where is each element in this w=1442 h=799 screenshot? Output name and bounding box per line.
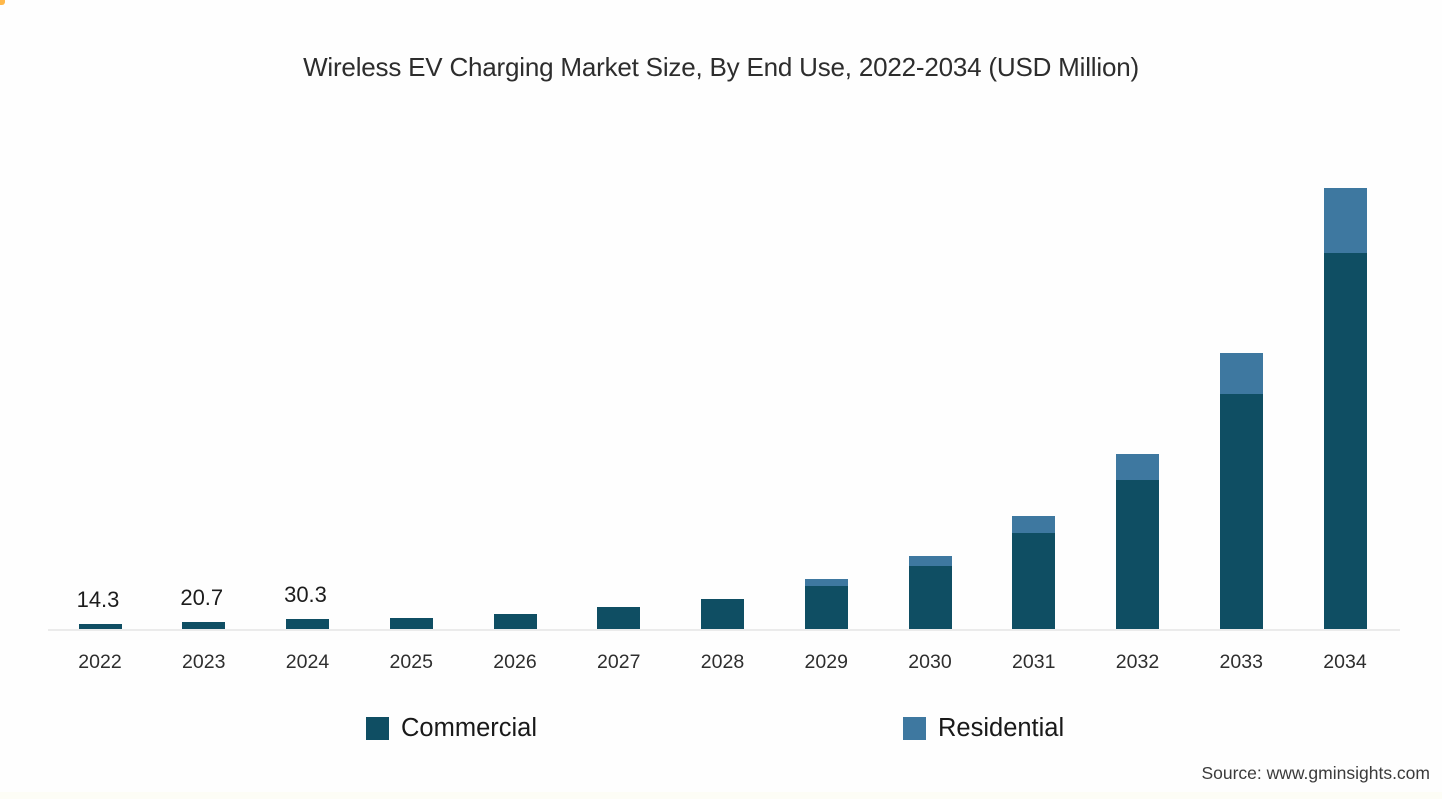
legend-label-residential: Residential (938, 713, 1065, 742)
x-tick-label-2024: 2024 (285, 651, 330, 673)
legend-item-residential: Residential (903, 711, 1064, 745)
bar-2028 (701, 599, 744, 629)
bar-2022 (78, 624, 122, 629)
x-axis-line (48, 629, 1400, 631)
chart-title: Wireless EV Charging Market Size, By End… (303, 52, 1139, 82)
bar-2031-residential-segment (1012, 516, 1056, 533)
bar-2024 (286, 619, 329, 629)
x-tick-label-2029: 2029 (804, 651, 848, 673)
bar-2028-commercial-segment (701, 599, 744, 629)
bar-2032-residential-segment (1116, 454, 1159, 480)
bar-2023 (182, 622, 226, 629)
bar-2030 (908, 556, 952, 629)
commercial-swatch-icon (366, 716, 389, 740)
residential-swatch-icon (903, 716, 926, 740)
bar-value-label-2022: 14.3 (76, 587, 120, 612)
x-tick-label-2031: 2031 (1012, 651, 1056, 673)
x-tick-label-2025: 2025 (389, 651, 433, 673)
legend-label-commercial: Commercial (401, 713, 538, 742)
bar-2029 (804, 579, 848, 629)
x-tick-label-2030: 2030 (908, 651, 952, 673)
bar-2027-commercial-segment (597, 607, 641, 629)
bar-2031-commercial-segment (1012, 533, 1056, 629)
bar-2034-commercial-segment (1323, 253, 1367, 629)
bar-2027 (597, 607, 641, 629)
bar-2029-residential-segment (804, 579, 848, 586)
bar-2031 (1012, 516, 1056, 629)
legend-item-commercial: Commercial (366, 711, 537, 745)
x-tick-label-2027: 2027 (597, 651, 641, 673)
bar-2025-commercial-segment (389, 618, 433, 629)
bar-2029-commercial-segment (804, 586, 848, 629)
x-tick-label-2028: 2028 (700, 651, 745, 673)
bar-2033 (1219, 353, 1263, 629)
x-tick-label-2033: 2033 (1219, 651, 1263, 673)
x-tick-label-2023: 2023 (182, 651, 226, 673)
bar-2032 (1116, 454, 1159, 629)
bar-2024-commercial-segment (286, 619, 329, 629)
x-tick-label-2022: 2022 (78, 651, 122, 673)
bar-value-label-2023: 20.7 (180, 585, 224, 610)
bar-2030-commercial-segment (908, 566, 952, 629)
bar-2033-commercial-segment (1219, 394, 1263, 629)
corner-accent-dot (0, 0, 5, 5)
bar-2030-residential-segment (908, 556, 952, 566)
bar-2032-commercial-segment (1116, 480, 1159, 629)
bar-2022-commercial-segment (78, 624, 122, 629)
bar-2025 (389, 618, 433, 629)
bar-2033-residential-segment (1219, 353, 1263, 394)
bar-2026-commercial-segment (493, 614, 537, 629)
bar-2034-residential-segment (1323, 188, 1367, 253)
x-tick-label-2032: 2032 (1115, 651, 1160, 673)
bar-2023-commercial-segment (182, 622, 226, 629)
bar-2026 (493, 614, 537, 629)
source-attribution: Source: www.gminsights.com (1201, 763, 1430, 783)
bottom-strip (0, 792, 1442, 799)
bar-2034 (1323, 188, 1367, 629)
x-tick-label-2034: 2034 (1323, 651, 1367, 673)
x-tick-label-2026: 2026 (493, 651, 537, 673)
bar-value-label-2024: 30.3 (284, 582, 327, 607)
